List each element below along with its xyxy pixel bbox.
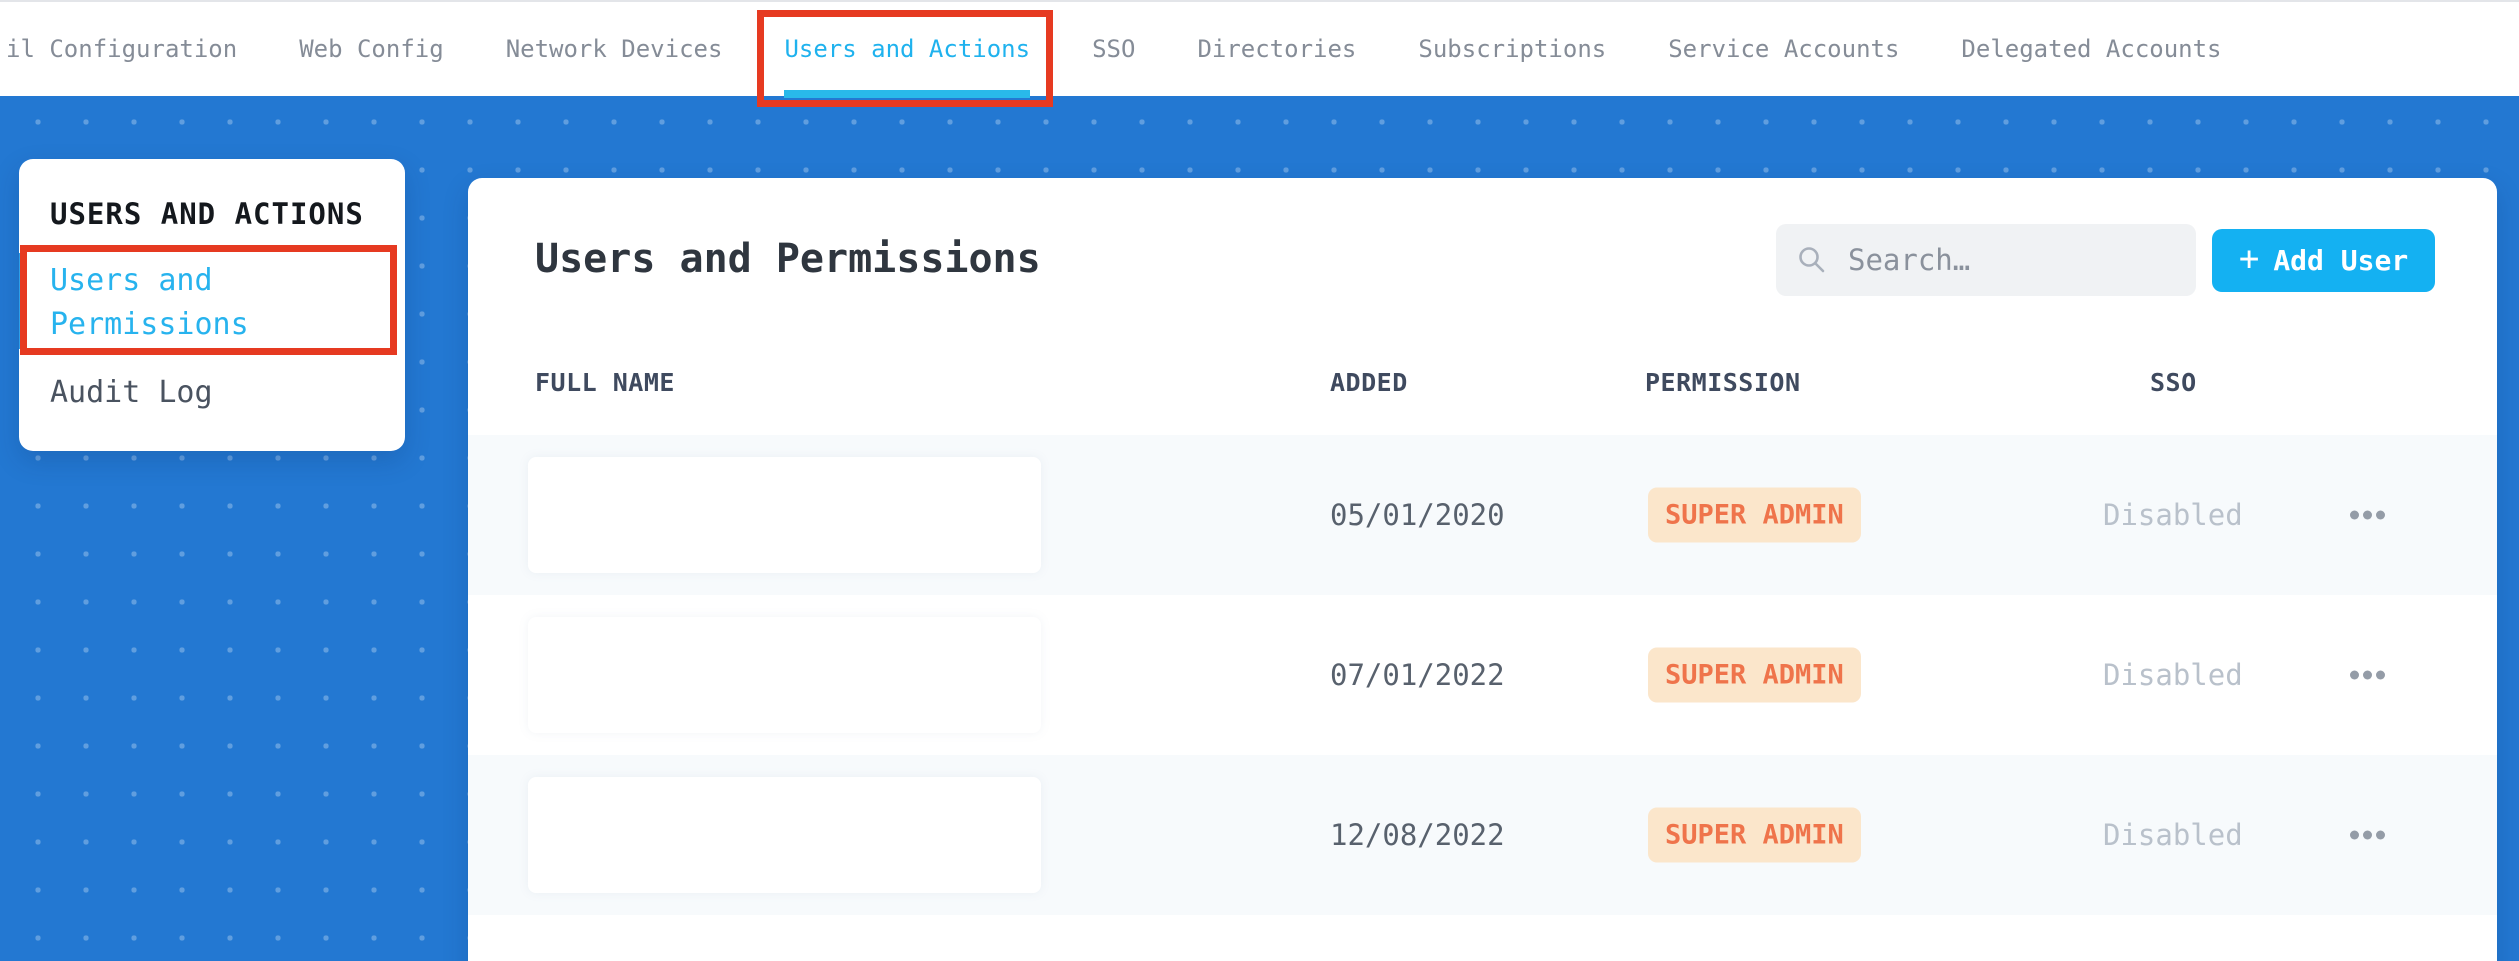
- added-date: 12/08/2022: [1330, 818, 1505, 852]
- sidebar-card: USERS AND ACTIONS Users and Permissions …: [19, 159, 405, 451]
- ellipsis-icon[interactable]: [2336, 817, 2399, 854]
- sidebar-item-audit-log[interactable]: Audit Log: [50, 375, 213, 410]
- permission-badge: SUPER ADMIN: [1648, 807, 1861, 863]
- add-user-button[interactable]: + Add User: [2212, 229, 2435, 292]
- column-header-added: ADDED: [1330, 368, 1408, 397]
- plus-icon: +: [2238, 239, 2260, 279]
- column-header-full-name: FULL NAME: [535, 368, 675, 397]
- search-icon: [1799, 247, 1825, 273]
- full-name-redacted-box: [528, 777, 1041, 893]
- sso-status: Disabled: [2103, 498, 2243, 532]
- tab-mail-configuration[interactable]: il Configuration: [6, 35, 238, 63]
- nav-tabs: il Configuration Web Config Network Devi…: [0, 2, 2519, 98]
- search-input[interactable]: [1848, 243, 2176, 277]
- ellipsis-icon[interactable]: [2336, 657, 2399, 694]
- permission-badge: SUPER ADMIN: [1648, 487, 1861, 543]
- page-title: Users and Permissions: [535, 236, 1041, 282]
- top-navigation: il Configuration Web Config Network Devi…: [0, 0, 2519, 107]
- full-name-redacted-box: [528, 617, 1041, 733]
- tab-subscriptions[interactable]: Subscriptions: [1418, 35, 1607, 63]
- sso-status: Disabled: [2103, 658, 2243, 692]
- tab-web-config[interactable]: Web Config: [299, 35, 444, 63]
- tab-directories[interactable]: Directories: [1197, 35, 1357, 63]
- ellipsis-icon[interactable]: [2336, 497, 2399, 534]
- users-permissions-panel: Users and Permissions + Add User FULL NA…: [468, 178, 2497, 961]
- page-background: USERS AND ACTIONS Users and Permissions …: [0, 96, 2519, 961]
- column-header-sso: SSO: [2150, 368, 2197, 397]
- table-row: 12/08/2022 SUPER ADMIN Disabled: [468, 755, 2497, 915]
- sidebar-heading: USERS AND ACTIONS: [50, 197, 364, 231]
- table-body: 05/01/2020 SUPER ADMIN Disabled 07/01/20…: [468, 435, 2497, 915]
- sso-status: Disabled: [2103, 818, 2243, 852]
- permission-badge: SUPER ADMIN: [1648, 647, 1861, 703]
- tab-service-accounts[interactable]: Service Accounts: [1668, 35, 1900, 63]
- tab-delegated-accounts[interactable]: Delegated Accounts: [1961, 35, 2222, 63]
- table-row: 07/01/2022 SUPER ADMIN Disabled: [468, 595, 2497, 755]
- add-user-label: Add User: [2273, 244, 2409, 277]
- full-name-redacted-box: [528, 457, 1041, 573]
- tab-network-devices[interactable]: Network Devices: [505, 35, 723, 63]
- active-item-indicator: [19, 253, 26, 349]
- search-box: [1776, 224, 2196, 296]
- added-date: 05/01/2020: [1330, 498, 1505, 532]
- tab-users-and-actions[interactable]: Users and Actions: [784, 2, 1030, 98]
- tab-sso[interactable]: SSO: [1092, 35, 1136, 63]
- table-row: 05/01/2020 SUPER ADMIN Disabled: [468, 435, 2497, 595]
- added-date: 07/01/2022: [1330, 658, 1505, 692]
- sidebar-item-users-and-permissions[interactable]: Users and Permissions: [50, 263, 249, 342]
- table-header-row: FULL NAME ADDED PERMISSION SSO: [468, 368, 2497, 408]
- column-header-permission: PERMISSION: [1645, 368, 1801, 397]
